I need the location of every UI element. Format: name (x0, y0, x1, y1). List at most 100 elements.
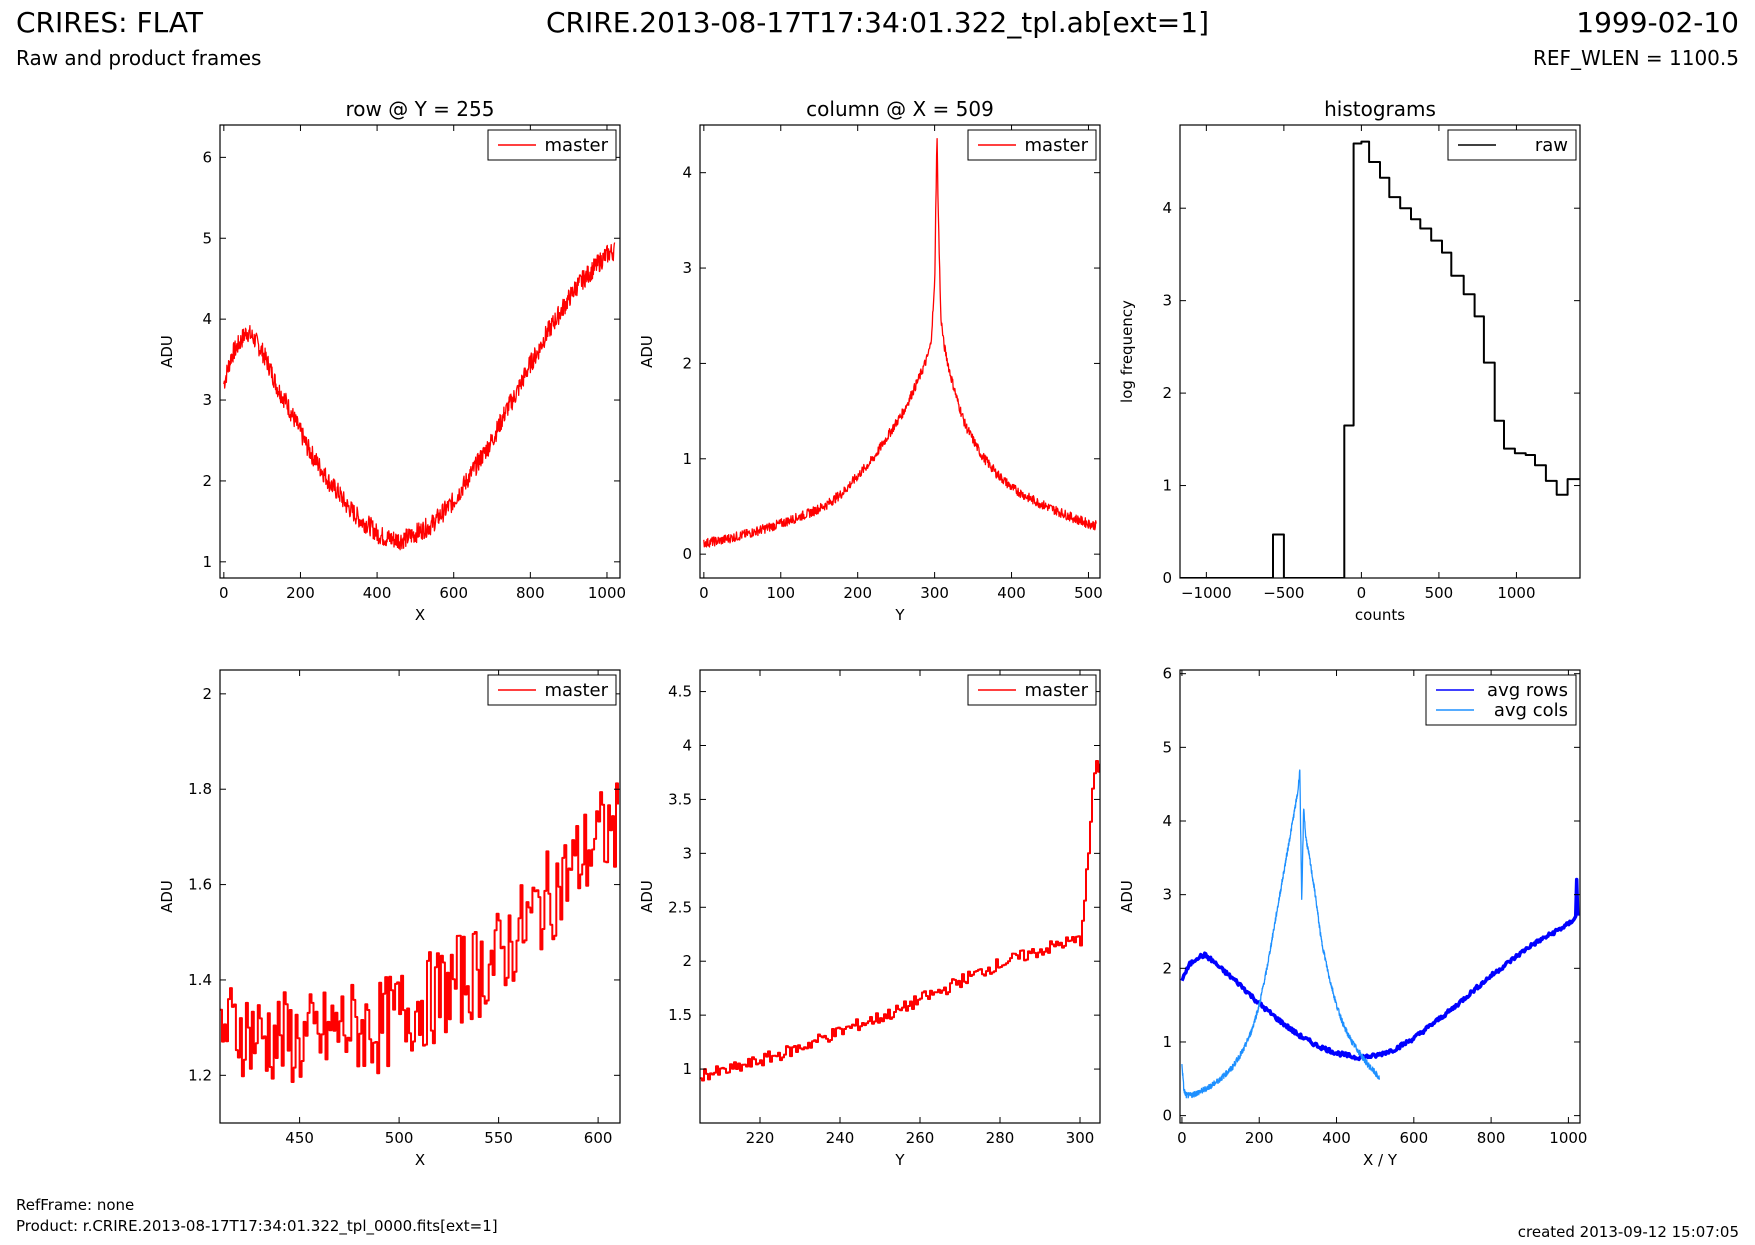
legend-box (1425, 674, 1577, 726)
chart-panel-3: −1000 −500 0 500 1000 0 1 2 3 4 counts log frequenc… (1118, 97, 1581, 624)
plot-frame (219, 669, 621, 1124)
x-tick-label: −1000 (1181, 584, 1232, 602)
plot-frame (699, 669, 1101, 1124)
y-tick-label: 4 (1162, 199, 1172, 217)
footer-product: Product: r.CRIRE.2013-08-17T17:34:01.322… (16, 1217, 498, 1235)
chart-panel-6: 0 200 400 600 800 1000 0 1 2 3 4 5 6 X / Y ADU avg rows… (1118, 665, 1587, 1169)
y-tick-label: 1 (1162, 477, 1172, 495)
x-tick-label: 260 (906, 1129, 935, 1147)
legend-label: master (545, 680, 609, 701)
series-line-raw (1180, 140, 1580, 578)
series-line-master (220, 782, 619, 1083)
x-tick-label: 100 (766, 584, 795, 602)
legend: master (967, 129, 1097, 161)
x-tick-label: 200 (1245, 1129, 1274, 1147)
y-tick-label: 4 (1162, 812, 1172, 830)
x-tick-label: 0 (1177, 1129, 1187, 1147)
series-line-avg-rows (1180, 877, 1580, 1062)
legend-label: master (1025, 135, 1089, 156)
plot-frame (219, 124, 621, 579)
x-tick-label: 1000 (1497, 584, 1535, 602)
y-axis-label: ADU (638, 335, 656, 368)
x-tick-label: 0 (219, 584, 229, 602)
legend-label: master (545, 135, 609, 156)
x-tick-label: −500 (1263, 584, 1304, 602)
x-tick-label: 1000 (588, 584, 626, 602)
y-tick-label: 5 (1162, 738, 1172, 756)
legend-label: avg cols (1494, 700, 1568, 721)
y-tick-label: 1 (682, 1060, 692, 1078)
y-tick-label: 0 (1162, 1107, 1172, 1125)
plot-frame (699, 124, 1101, 579)
x-tick-label: 500 (385, 1129, 414, 1147)
y-tick-label: 3.5 (668, 790, 692, 808)
x-axis-label: X / Y (1363, 1151, 1398, 1169)
title-center: CRIRE.2013-08-17T17:34:01.322_tpl.ab[ext… (545, 6, 1209, 39)
series-line-master (700, 760, 1100, 1082)
y-tick-label: 2 (682, 354, 692, 372)
y-tick-label: 5 (202, 229, 212, 247)
x-axis-label: X (415, 606, 425, 624)
footer-refframe: RefFrame: none (16, 1196, 135, 1214)
x-tick-label: 0 (1357, 584, 1367, 602)
y-axis-label: ADU (158, 335, 176, 368)
legend-label: raw (1535, 135, 1568, 156)
y-tick-label: 2 (202, 685, 212, 703)
x-tick-label: 280 (986, 1129, 1015, 1147)
chart-panel-1: 0 200 400 600 800 1000 1 2 3 4 5 6 X ADU row @ Y = 255… (158, 97, 626, 624)
x-tick-label: 300 (1066, 1129, 1095, 1147)
y-tick-label: 3 (1162, 292, 1172, 310)
x-tick-label: 600 (439, 584, 468, 602)
plot-frame (1179, 124, 1581, 579)
chart-panel-5: 220 240 260 280 300 1 1.5 2 2.5 3 3.5 4 4.5 Y ADU maste… (638, 669, 1101, 1169)
y-axis-label: ADU (638, 880, 656, 913)
y-tick-label: 0 (1162, 569, 1172, 587)
series-line-avg-cols (1181, 769, 1381, 1099)
y-tick-label: 3 (1162, 886, 1172, 904)
x-axis-label: X (415, 1151, 425, 1169)
series-line-master (223, 242, 616, 551)
legend: master (487, 674, 617, 706)
y-tick-label: 2.5 (668, 898, 692, 916)
title-left: CRIRES: FLAT (16, 6, 203, 39)
y-tick-label: 1.4 (188, 971, 212, 989)
y-tick-label: 6 (202, 148, 212, 166)
y-tick-label: 1 (202, 553, 212, 571)
x-tick-label: 600 (1399, 1129, 1428, 1147)
y-axis-label: ADU (1118, 880, 1136, 913)
y-tick-label: 1.8 (188, 780, 212, 798)
y-tick-label: 1.5 (668, 1006, 692, 1024)
y-tick-label: 1.6 (188, 876, 212, 894)
y-tick-label: 1 (682, 450, 692, 468)
y-tick-label: 1.2 (188, 1066, 212, 1084)
legend: master (967, 674, 1097, 706)
y-tick-label: 2 (202, 472, 212, 490)
subtitle-left: Raw and product frames (16, 46, 262, 70)
x-tick-label: 500 (1074, 584, 1103, 602)
chart-panel-2: 0 100 200 300 400 500 0 1 2 3 4 Y ADU column @ X = 50… (638, 97, 1103, 624)
x-tick-label: 400 (363, 584, 392, 602)
y-tick-label: 4.5 (668, 683, 692, 701)
x-axis-label: counts (1355, 606, 1405, 624)
chart-title: column @ X = 509 (806, 97, 994, 121)
legend: raw (1447, 129, 1577, 161)
footer-created: created 2013-09-12 15:07:05 (1517, 1223, 1739, 1241)
x-tick-label: 800 (516, 584, 545, 602)
chart-title: row @ Y = 255 (346, 97, 495, 121)
y-tick-label: 2 (1162, 959, 1172, 977)
y-tick-label: 0 (682, 545, 692, 563)
y-tick-label: 6 (1162, 665, 1172, 683)
y-tick-label: 2 (682, 952, 692, 970)
y-axis-label: log frequency (1118, 300, 1136, 403)
x-axis-label: Y (894, 606, 905, 624)
x-tick-label: 400 (997, 584, 1026, 602)
legend-label: avg rows (1487, 680, 1568, 701)
title-right: 1999-02-10 (1576, 6, 1739, 39)
x-tick-label: 500 (1425, 584, 1454, 602)
subtitle-right: REF_WLEN = 1100.5 (1532, 46, 1739, 70)
plot-frame (1179, 669, 1581, 1124)
y-tick-label: 4 (682, 737, 692, 755)
x-tick-label: 600 (584, 1129, 613, 1147)
